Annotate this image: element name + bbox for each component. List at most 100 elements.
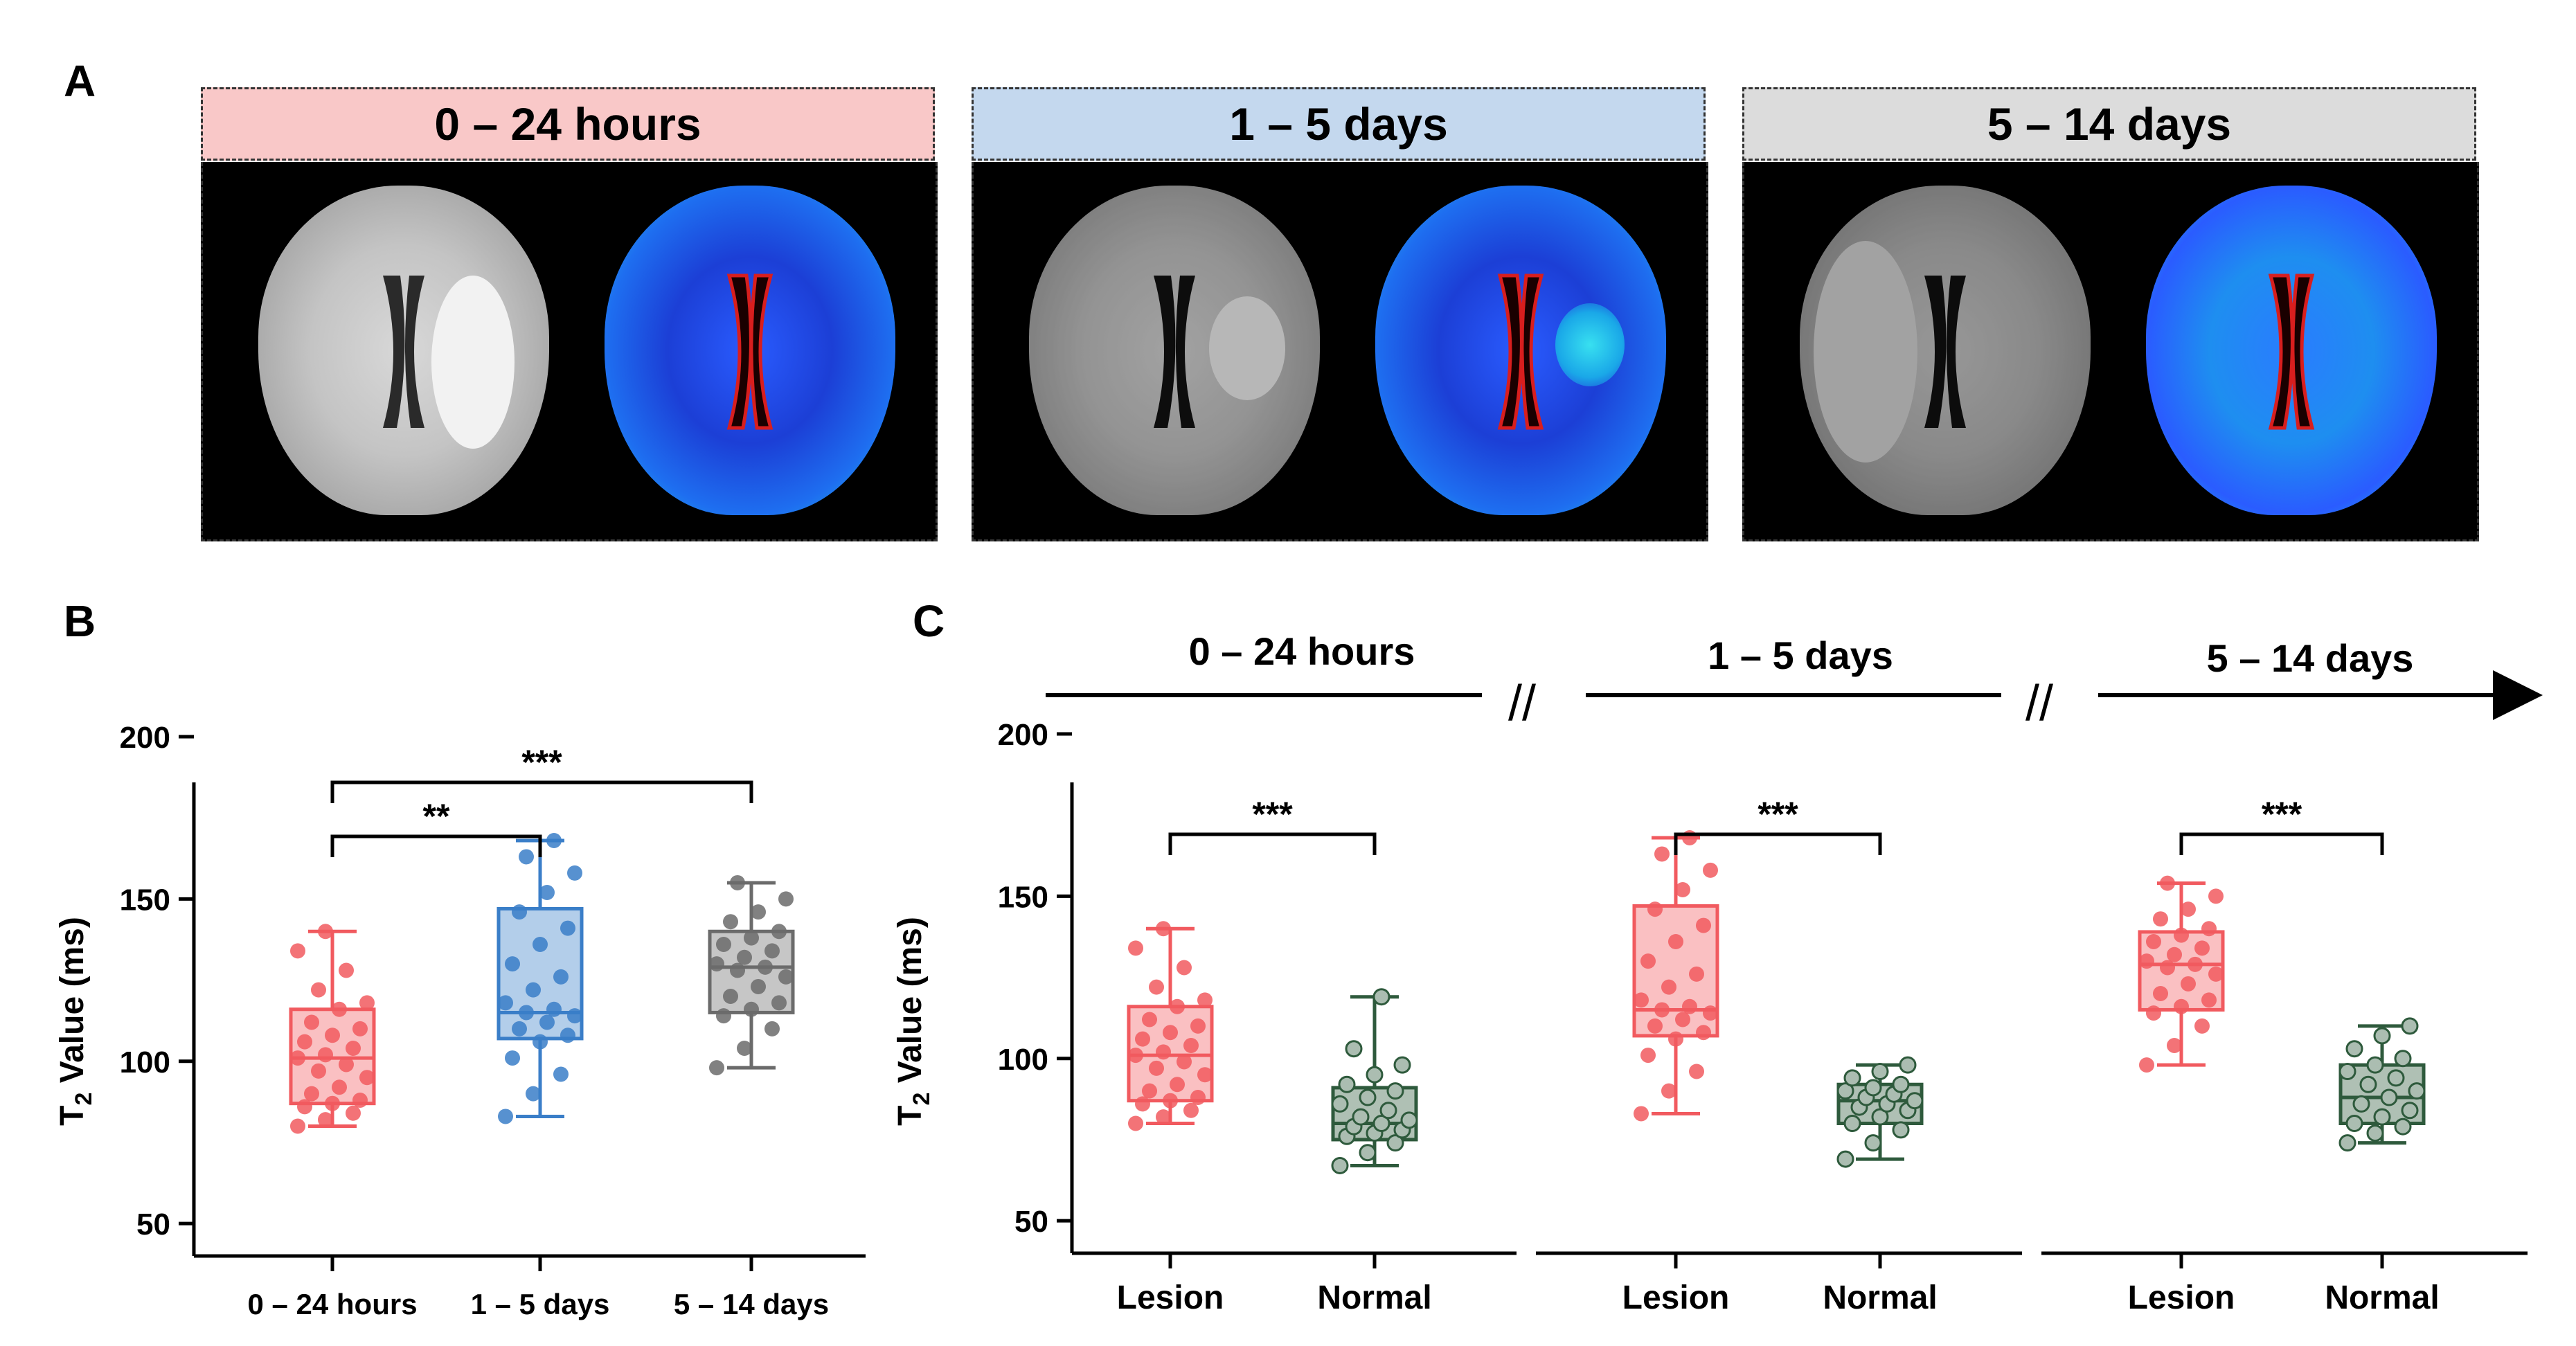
data-point (311, 1063, 326, 1079)
data-point (1190, 1090, 1206, 1105)
data-point (304, 1014, 319, 1030)
data-point (1668, 1031, 1683, 1047)
data-point (1135, 1031, 1150, 1047)
timeline-label: 5 – 14 days (2207, 636, 2414, 680)
data-point (318, 1112, 333, 1128)
timeline-break: // (1508, 676, 1536, 731)
significance-label: *** (1252, 795, 1293, 834)
data-point (2160, 875, 2175, 891)
data-point (1892, 1075, 1910, 1093)
data-point (512, 1021, 527, 1037)
data-point (539, 885, 555, 900)
data-point (1689, 1064, 1704, 1079)
y-tick-label: 150 (998, 880, 1048, 914)
data-point (1634, 992, 1649, 1008)
data-point (325, 1095, 340, 1111)
data-point (1149, 979, 1164, 995)
panel-label-a: A (64, 56, 96, 106)
timeline-label: 1 – 5 days (1708, 634, 1893, 677)
data-point (1170, 1077, 1185, 1093)
data-point (2146, 934, 2161, 949)
data-point (1183, 1102, 1199, 1118)
data-point (2167, 946, 2182, 962)
data-point (2146, 1005, 2161, 1021)
panel-label-b: B (64, 596, 96, 646)
mri-title: 5 – 14 days (1987, 98, 2232, 150)
data-point (1183, 1038, 1199, 1053)
data-point (1647, 1018, 1663, 1034)
data-point (2174, 998, 2189, 1014)
ventricle-shape (383, 276, 424, 428)
data-point (1128, 1115, 1143, 1131)
data-point (1843, 1115, 1861, 1132)
data-point (1345, 1040, 1363, 1058)
data-point (553, 1066, 569, 1082)
brain-image-t2-map (605, 186, 895, 515)
mri-panel-1-5d: 1 – 5 days (972, 87, 1708, 541)
lesion-region (431, 276, 515, 449)
data-point (1163, 1025, 1178, 1041)
data-point (2366, 1056, 2384, 1074)
data-point (1163, 1093, 1178, 1109)
data-point (352, 1021, 368, 1037)
data-point (1864, 1134, 1882, 1152)
data-point (346, 1041, 361, 1056)
data-point (332, 1001, 347, 1017)
mri-panel-5-14d: 5 – 14 days (1742, 87, 2479, 541)
data-point (546, 833, 562, 848)
data-point (1634, 1106, 1649, 1122)
data-point (297, 1034, 312, 1050)
data-point (709, 956, 724, 972)
ventricle-shape (1497, 273, 1544, 430)
data-point (1128, 1048, 1143, 1064)
data-point (533, 1034, 548, 1050)
mri-images (972, 162, 1708, 541)
y-tick-label: 50 (1014, 1205, 1048, 1239)
data-point (771, 924, 787, 940)
data-point (1372, 988, 1390, 1006)
data-point (778, 969, 794, 985)
data-point (1640, 1048, 1656, 1064)
data-point (1331, 1156, 1349, 1174)
data-point (2338, 1134, 2356, 1152)
data-point (1135, 1096, 1150, 1112)
significance-label: ** (423, 797, 450, 836)
data-point (2373, 1108, 2391, 1126)
ventricle-shape (726, 273, 773, 430)
timeline-break: // (2025, 676, 2053, 731)
brain-image-t2-map (2146, 186, 2437, 515)
mri-title: 0 – 24 hours (434, 98, 701, 150)
data-point (1359, 1088, 1377, 1106)
data-point (1156, 1109, 1171, 1125)
data-point (709, 1060, 724, 1076)
significance-bracket (330, 780, 753, 803)
x-tick-label: Lesion (1117, 1280, 1224, 1316)
data-point (2194, 940, 2210, 956)
data-point (539, 1014, 555, 1030)
data-point (2401, 1102, 2419, 1120)
data-point (1836, 1082, 1854, 1100)
data-point (1682, 830, 1697, 845)
data-point (1871, 1108, 1889, 1126)
significance-label: *** (2262, 795, 2302, 834)
data-point (1675, 882, 1690, 897)
data-point (2167, 1038, 2182, 1053)
chart-c: 50 100 150 200 T2 Value (ms) Lesion Normal *** L… (892, 629, 2543, 1316)
lesion-region (1814, 241, 1917, 463)
mri-header: 0 – 24 hours (201, 87, 935, 161)
data-point (2401, 1017, 2419, 1035)
data-point (2208, 966, 2224, 982)
data-point (730, 874, 745, 890)
data-point (2345, 1040, 2363, 1058)
data-point (723, 989, 738, 1004)
data-point (1836, 1150, 1854, 1168)
data-point (2208, 888, 2224, 904)
data-point (1142, 1012, 1157, 1028)
significance-bracket (2179, 832, 2384, 855)
data-point (304, 1086, 319, 1102)
data-point (1170, 998, 1185, 1014)
y-tick-label: 150 (120, 883, 170, 917)
data-point (1871, 1063, 1889, 1080)
data-point (1128, 940, 1143, 956)
brain-image-grayscale (1029, 186, 1320, 515)
